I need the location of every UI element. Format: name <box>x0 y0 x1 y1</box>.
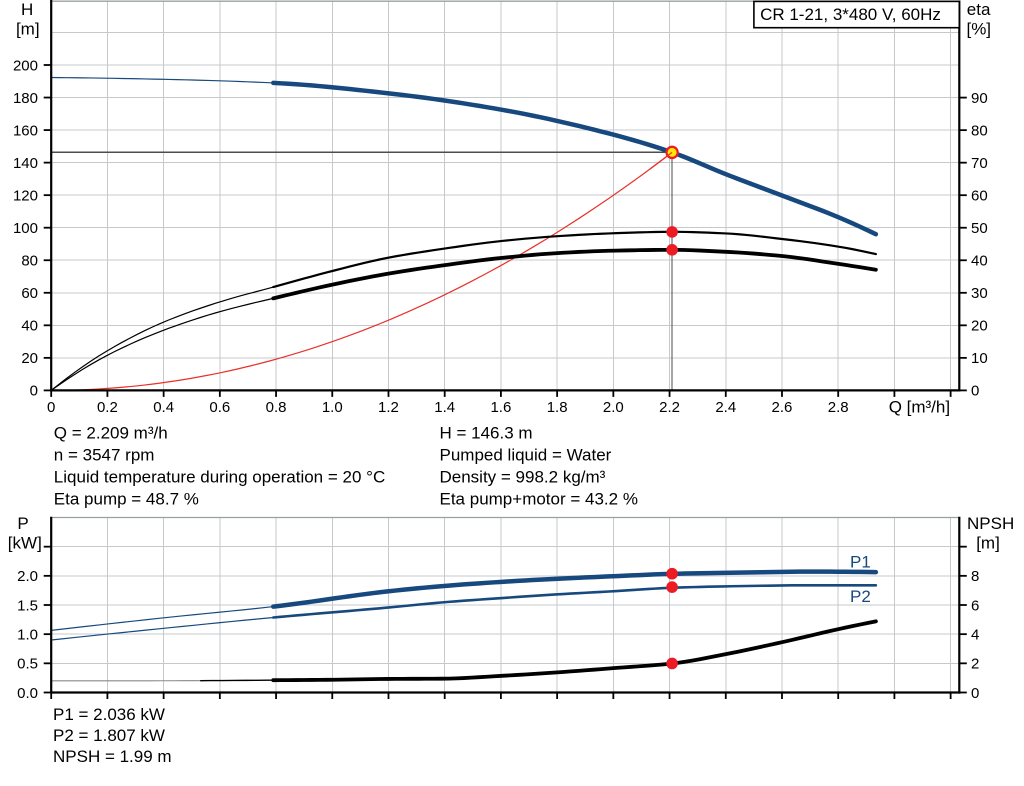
svg-text:NPSH: NPSH <box>967 514 1014 533</box>
svg-text:8: 8 <box>971 568 979 585</box>
svg-text:0.0: 0.0 <box>17 685 38 702</box>
svg-text:0: 0 <box>971 383 979 400</box>
svg-text:0.4: 0.4 <box>153 399 174 416</box>
svg-text:1.6: 1.6 <box>490 399 511 416</box>
svg-text:90: 90 <box>971 90 988 107</box>
svg-text:Pumped liquid = Water: Pumped liquid = Water <box>440 446 612 465</box>
svg-text:80: 80 <box>21 253 38 270</box>
svg-text:0.2: 0.2 <box>97 399 118 416</box>
svg-text:180: 180 <box>13 90 38 107</box>
svg-text:6: 6 <box>971 597 979 614</box>
svg-text:2.8: 2.8 <box>828 399 849 416</box>
svg-text:0.8: 0.8 <box>266 399 287 416</box>
svg-text:10: 10 <box>971 350 988 367</box>
svg-text:1.5: 1.5 <box>17 597 38 614</box>
svg-text:Liquid temperature during oper: Liquid temperature during operation = 20… <box>54 467 385 486</box>
svg-text:1.4: 1.4 <box>434 399 455 416</box>
svg-text:1.0: 1.0 <box>322 399 343 416</box>
svg-text:50: 50 <box>971 220 988 237</box>
svg-text:Eta pump+motor = 43.2 %: Eta pump+motor = 43.2 % <box>440 489 638 508</box>
svg-text:Q [m³/h]: Q [m³/h] <box>889 397 950 416</box>
svg-text:Q = 2.209 m³/h: Q = 2.209 m³/h <box>54 424 168 443</box>
svg-text:20: 20 <box>971 318 988 335</box>
svg-text:NPSH = 1.99 m: NPSH = 1.99 m <box>53 747 172 766</box>
svg-text:P1: P1 <box>850 553 871 572</box>
svg-text:2.2: 2.2 <box>659 399 680 416</box>
svg-text:0.6: 0.6 <box>209 399 230 416</box>
svg-text:140: 140 <box>13 155 38 172</box>
svg-text:2.6: 2.6 <box>772 399 793 416</box>
svg-text:40: 40 <box>971 253 988 270</box>
svg-text:CR 1-21, 3*480 V, 60Hz: CR 1-21, 3*480 V, 60Hz <box>760 5 941 24</box>
svg-text:1.2: 1.2 <box>378 399 399 416</box>
svg-text:100: 100 <box>13 220 38 237</box>
svg-text:4: 4 <box>971 626 979 643</box>
svg-text:160: 160 <box>13 122 38 139</box>
svg-text:P1 = 2.036 kW: P1 = 2.036 kW <box>53 705 165 724</box>
svg-text:[m]: [m] <box>16 19 40 38</box>
svg-text:200: 200 <box>13 57 38 74</box>
svg-text:2.4: 2.4 <box>715 399 736 416</box>
svg-text:120: 120 <box>13 187 38 204</box>
svg-text:P: P <box>17 514 28 533</box>
svg-text:40: 40 <box>21 318 38 335</box>
svg-text:0: 0 <box>47 399 55 416</box>
svg-text:1.8: 1.8 <box>547 399 568 416</box>
svg-text:20: 20 <box>21 350 38 367</box>
svg-text:P2: P2 <box>850 587 871 606</box>
svg-text:[%]: [%] <box>966 20 991 39</box>
svg-text:P2 = 1.807 kW: P2 = 1.807 kW <box>53 726 165 745</box>
svg-text:2.0: 2.0 <box>603 399 624 416</box>
svg-text:0: 0 <box>30 383 38 400</box>
svg-text:Density = 998.2 kg/m³: Density = 998.2 kg/m³ <box>440 467 606 486</box>
svg-text:H: H <box>21 0 33 19</box>
svg-text:60: 60 <box>21 285 38 302</box>
svg-text:H = 146.3 m: H = 146.3 m <box>440 424 533 443</box>
svg-text:n = 3547 rpm: n = 3547 rpm <box>54 446 155 465</box>
svg-text:70: 70 <box>971 155 988 172</box>
svg-text:0: 0 <box>971 685 979 702</box>
svg-text:30: 30 <box>971 285 988 302</box>
svg-text:60: 60 <box>971 188 988 205</box>
svg-text:eta: eta <box>967 0 991 19</box>
svg-text:2.0: 2.0 <box>17 568 38 585</box>
svg-text:0.5: 0.5 <box>17 656 38 673</box>
svg-text:2: 2 <box>971 656 979 673</box>
svg-text:[kW]: [kW] <box>8 534 42 553</box>
svg-text:[m]: [m] <box>976 534 1000 553</box>
svg-text:Eta pump = 48.7 %: Eta pump = 48.7 % <box>54 489 199 508</box>
svg-text:1.0: 1.0 <box>17 626 38 643</box>
svg-text:80: 80 <box>971 122 988 139</box>
